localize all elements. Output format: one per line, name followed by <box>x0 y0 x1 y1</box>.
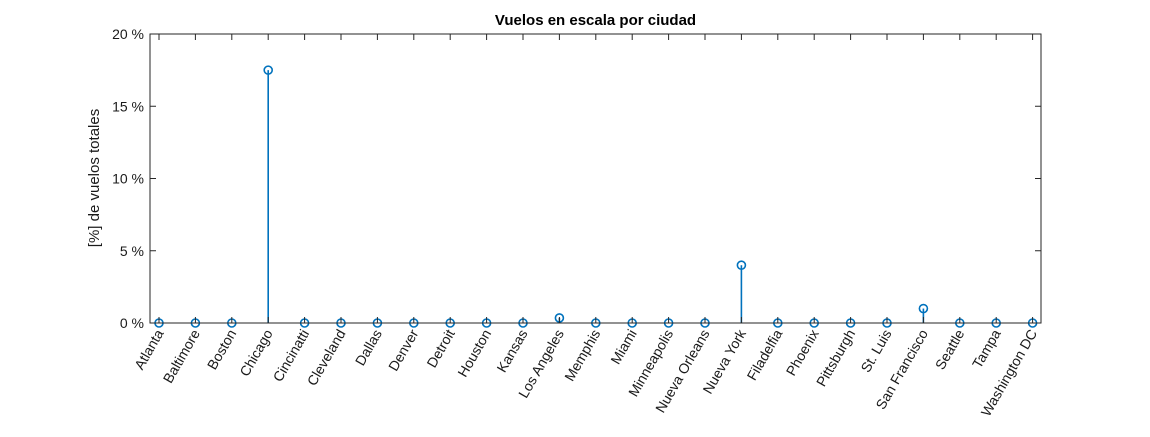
x-tick-label: Houston <box>454 327 494 380</box>
x-tick-label: Dallas <box>352 327 385 369</box>
x-tick-label: Boston <box>204 327 240 373</box>
x-tick-label: Atlanta <box>131 326 167 372</box>
x-tick-label: Phoenix <box>783 327 822 379</box>
y-tick-label: 10 % <box>112 171 144 187</box>
y-axis-label: [%] de vuelos totales <box>86 109 103 247</box>
x-tick-label: St. Luis <box>857 327 894 375</box>
y-axis: 0 % 5 % 10 % 15 % 20 % <box>112 26 1041 331</box>
y-tick-label: 5 % <box>120 243 144 259</box>
stem-marker <box>736 260 747 271</box>
chart-title: Vuelos en escala por ciudad <box>495 12 696 29</box>
y-tick-label: 15 % <box>112 98 144 114</box>
x-tick-label: Chicago <box>236 326 276 379</box>
stem-marker <box>918 303 929 314</box>
stem-marker <box>263 65 274 75</box>
x-tick-label: Kansas <box>493 327 530 375</box>
x-tick-label: Detroit <box>423 326 458 370</box>
x-tick-label: Miami <box>607 327 640 367</box>
x-tick-label: Tampa <box>969 326 1004 371</box>
x-tick-label: Filadelfia <box>744 326 786 383</box>
plot-area <box>150 34 1041 323</box>
y-tick-label: 0 % <box>120 315 144 331</box>
y-tick-label: 20 % <box>112 26 144 42</box>
x-tick-label: Denver <box>385 326 422 373</box>
x-tick-label: Seattle <box>932 326 968 372</box>
x-tick-label: Memphis <box>561 327 603 384</box>
